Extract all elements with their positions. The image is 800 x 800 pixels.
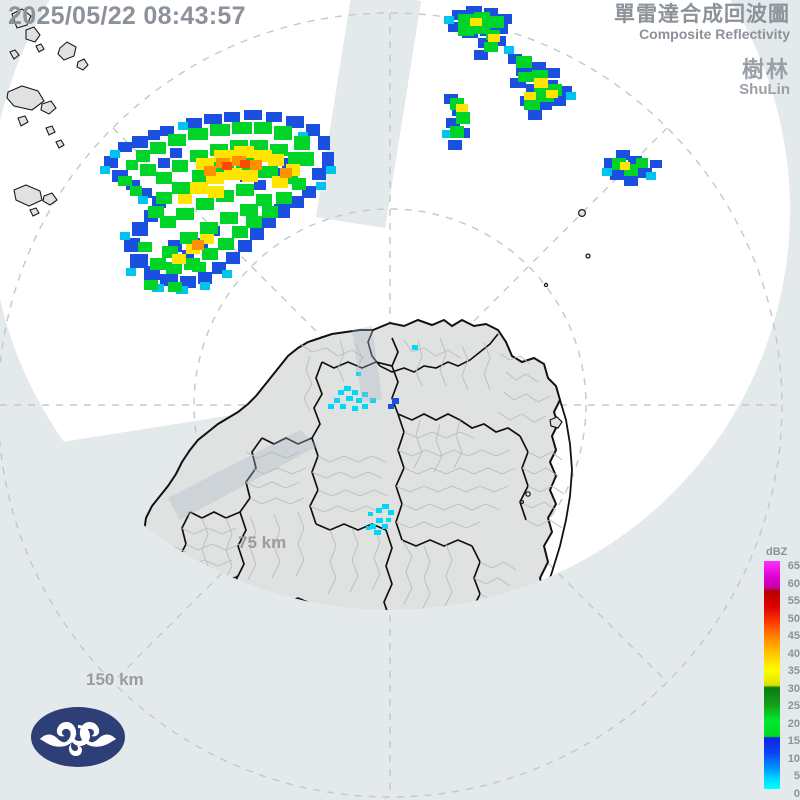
azimuth-spoke-ne-sw bbox=[112, 127, 668, 683]
product-title-en: Composite Reflectivity bbox=[639, 26, 790, 43]
echo-cluster-northwest bbox=[100, 110, 336, 294]
logo-ellipse bbox=[31, 707, 125, 767]
colorbar-tick-10: 10 bbox=[787, 752, 800, 765]
colorbar-tick-5: 5 bbox=[793, 770, 800, 783]
range-label-75km: 75 km bbox=[238, 533, 287, 552]
station-name-en: ShuLin bbox=[739, 81, 790, 99]
timestamp-label: 2025/05/22 08:43:57 bbox=[8, 2, 246, 30]
colorbar-tick-35: 35 bbox=[787, 665, 800, 678]
colorbar-tick-0: 0 bbox=[793, 788, 800, 800]
colorbar-tick-65: 65 bbox=[787, 560, 800, 572]
north-coast-detail bbox=[367, 329, 499, 373]
station-name-zh: 樹林 bbox=[741, 57, 790, 82]
colorbar-unit-label: dBZ bbox=[766, 546, 788, 558]
east-coast-line bbox=[511, 399, 573, 610]
dbz-colorbar: dBZ 65 60 55 50 45 40 35 30 25 20 15 10 5 0 bbox=[762, 546, 800, 800]
range-label-150km: 150 km bbox=[86, 670, 144, 689]
azimuth-spoke-nw-se bbox=[112, 127, 668, 683]
colorbar-tick-30: 30 bbox=[787, 682, 800, 695]
colorbar-tick-15: 15 bbox=[787, 735, 800, 748]
echo-light-over-land bbox=[328, 345, 418, 535]
logo-wave-mark bbox=[40, 721, 116, 756]
colorbar-tick-60: 60 bbox=[787, 577, 800, 590]
matsu-islands bbox=[6, 8, 89, 217]
title-block: 單雷達合成回波圖 Composite Reflectivity bbox=[614, 3, 790, 43]
cwa-logo bbox=[31, 707, 125, 767]
beam-shadow-group bbox=[168, 326, 382, 520]
colorbar-tick-45: 45 bbox=[787, 630, 800, 643]
colorbar-tick-50: 50 bbox=[787, 612, 800, 625]
range-ring-group bbox=[0, 12, 783, 798]
echo-cluster-northeast bbox=[442, 6, 662, 186]
range-ring-150km bbox=[0, 12, 783, 798]
taiwan-landmass bbox=[142, 318, 562, 610]
colorbar-tick-group: 65 60 55 50 45 40 35 30 25 20 15 10 5 0 bbox=[782, 556, 800, 800]
colorbar-tick-25: 25 bbox=[787, 700, 800, 713]
colorbar-tick-55: 55 bbox=[787, 595, 800, 608]
colorbar-tick-20: 20 bbox=[787, 717, 800, 730]
station-block: 樹林 ShuLin bbox=[739, 58, 790, 98]
colorbar-tick-40: 40 bbox=[787, 647, 800, 660]
colorbar-gradient bbox=[764, 561, 780, 789]
range-ring-75km bbox=[193, 208, 587, 602]
product-title-zh: 單雷達合成回波圖 bbox=[614, 3, 790, 26]
offshore-islets bbox=[519, 209, 591, 505]
